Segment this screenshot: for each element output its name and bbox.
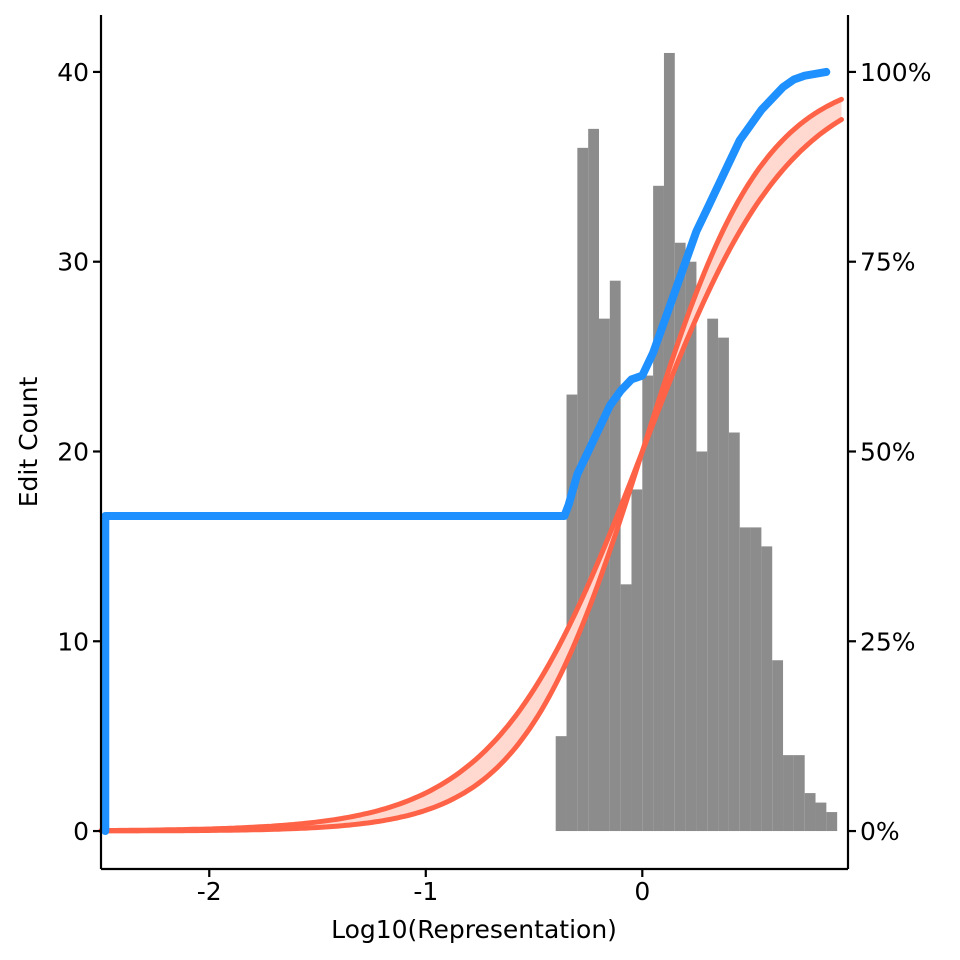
y-axis-title: Edit Count (14, 377, 43, 508)
x-ticks: -2 -1 0 (197, 869, 650, 906)
histogram-bar-1 (566, 394, 578, 832)
fitted-band (98, 96, 844, 834)
empirical-curve (101, 67, 831, 835)
histogram-bar-12 (685, 261, 697, 832)
histogram-bar-18 (750, 527, 762, 832)
histogram-bar-7 (631, 489, 643, 832)
histogram-bar-8 (642, 375, 654, 832)
histogram-bar-2 (577, 147, 589, 832)
y-tick-label: 20 (57, 437, 89, 466)
histogram-bar-10 (663, 52, 675, 832)
empirical-curve-line (101, 67, 831, 835)
histogram-bar-14 (707, 318, 719, 832)
y2-tick-label: 75% (860, 248, 916, 277)
y-tick-label: 0 (73, 817, 89, 846)
x-tick-label: 0 (634, 877, 650, 906)
histogram-bar-24 (815, 802, 827, 832)
y2-tick-label: 100% (860, 58, 931, 87)
y-ticks: 0 10 20 30 40 (57, 58, 101, 846)
histogram-bar-22 (793, 755, 805, 832)
histogram-bar-4 (599, 318, 610, 832)
y2-tick-label: 50% (860, 437, 916, 466)
histogram-bar-19 (761, 546, 773, 832)
fitted-band-fill (101, 99, 842, 831)
y-tick-label: 40 (57, 58, 89, 87)
histogram-bar-5 (609, 280, 621, 832)
histogram-bar-15 (718, 337, 729, 832)
x-tick-label: -2 (197, 877, 222, 906)
histogram-bar-25 (826, 812, 838, 832)
x-tick-label: -1 (413, 877, 438, 906)
histogram-bar-21 (783, 755, 794, 832)
histogram-bar-17 (739, 527, 751, 832)
y-tick-label: 30 (57, 248, 89, 277)
histogram-bar-11 (674, 242, 686, 832)
histogram-bar-6 (620, 584, 632, 832)
y-tick-label: 10 (57, 627, 89, 656)
histogram-bar-13 (696, 451, 708, 832)
histogram-bar-3 (588, 128, 599, 832)
histogram-bar-16 (728, 432, 740, 832)
histogram-bar-9 (653, 185, 664, 832)
histogram-bar-20 (772, 660, 784, 832)
y2-tick-label: 0% (860, 817, 900, 846)
y2-ticks: 0% 25% 50% 75% 100% (848, 58, 931, 846)
fitted-curve-upper (98, 117, 844, 834)
histogram-bar-23 (804, 793, 816, 832)
y2-tick-label: 25% (860, 627, 916, 656)
histogram-bar-0 (555, 736, 567, 832)
x-axis-title: Log10(Representation) (331, 915, 617, 944)
histogram-bars (555, 52, 838, 832)
